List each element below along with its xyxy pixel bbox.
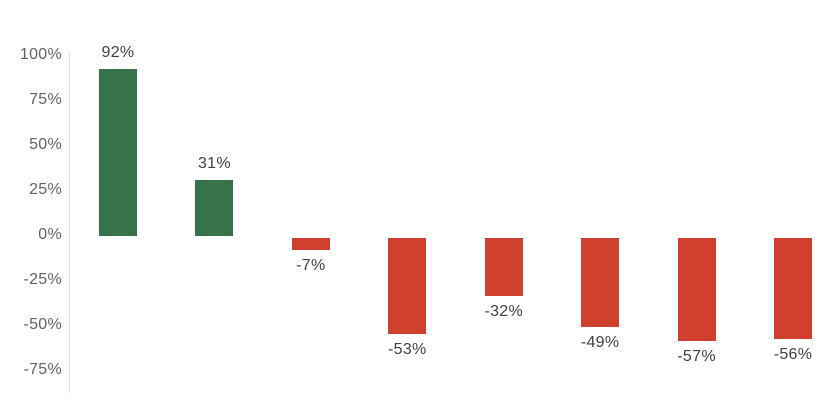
bar — [484, 237, 523, 296]
bar-value-label: -32% — [484, 302, 523, 320]
bar — [388, 237, 427, 334]
bar — [291, 237, 330, 251]
bar-value-label: -49% — [580, 333, 620, 351]
bar — [581, 237, 620, 327]
bar-value-label: 92% — [101, 43, 135, 61]
bar — [677, 237, 716, 342]
bar — [774, 237, 812, 340]
bar-value-label: -57% — [677, 348, 716, 366]
bar-value-label: -53% — [388, 340, 427, 358]
y-axis-tick-label: 0% — [38, 225, 62, 243]
y-axis-tick-label: 100% — [19, 45, 62, 63]
y-axis-tick-label: -75% — [23, 360, 62, 378]
bar — [195, 179, 234, 236]
bar-value-label: -7% — [296, 257, 326, 275]
y-axis-tick-label: 50% — [29, 135, 62, 153]
y-axis-line — [69, 53, 70, 393]
y-axis-tick-label: -50% — [23, 315, 62, 333]
y-axis-tick-label: -25% — [23, 270, 62, 288]
bar — [99, 68, 137, 236]
y-axis-tick-label: 75% — [29, 90, 62, 108]
y-axis-tick-label: 25% — [29, 180, 62, 198]
bar-value-label: 31% — [197, 154, 231, 172]
bar-value-label: -56% — [773, 346, 813, 364]
